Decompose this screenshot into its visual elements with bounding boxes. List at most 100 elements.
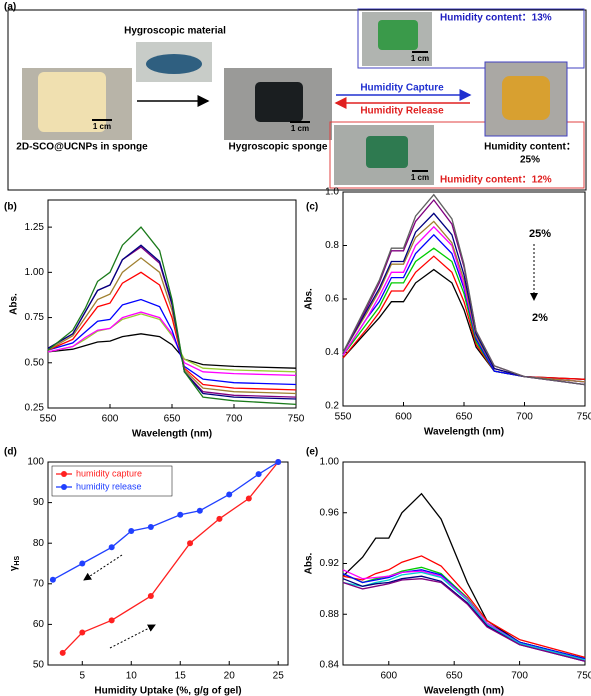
y-tick-label: 0.88 <box>320 609 340 620</box>
caption: Humidity Release <box>360 106 444 117</box>
series-line <box>47 298 297 386</box>
point <box>196 507 203 514</box>
point <box>79 560 86 567</box>
scale-label: 1 cm <box>291 124 309 133</box>
y-tick-label: 70 <box>33 578 45 589</box>
x-tick-label: 750 <box>288 414 305 425</box>
y-axis-label: γHS <box>9 556 21 572</box>
y-axis-label: Abs. <box>9 293 20 315</box>
caption: Humidity content：12% <box>440 175 552 186</box>
y-axis-label: Abs. <box>304 552 315 574</box>
x-tick-label: 15 <box>175 671 187 682</box>
sponge <box>255 82 303 122</box>
series-line <box>342 233 586 383</box>
y-tick-label: 0.6 <box>325 294 339 305</box>
series-line <box>342 575 586 662</box>
point <box>275 459 282 465</box>
series-line <box>62 461 279 654</box>
panel-frame <box>7 9 587 191</box>
y-tick-label: 0.4 <box>325 347 339 358</box>
series-line <box>52 461 279 581</box>
x-tick-label: 750 <box>577 671 591 682</box>
panel-label: (b) <box>4 202 17 213</box>
point <box>147 592 154 599</box>
series-line <box>342 555 586 659</box>
series-line <box>342 193 586 386</box>
y-tick-label: 100 <box>27 457 44 468</box>
series-line <box>342 225 586 383</box>
y-tick-label: 1.25 <box>25 222 45 233</box>
point <box>49 576 56 583</box>
series-line <box>47 271 297 391</box>
point <box>245 495 252 502</box>
y-tick-label: 1.00 <box>320 457 340 468</box>
point <box>108 617 115 624</box>
sponge <box>502 76 550 120</box>
y-tick-label: 50 <box>33 660 45 671</box>
point <box>147 523 154 530</box>
y-tick-label: 0.75 <box>25 312 45 323</box>
y-tick-label: 0.8 <box>325 240 339 251</box>
point <box>177 511 184 518</box>
y-tick-label: 80 <box>33 538 45 549</box>
caption: Humidity content：13% <box>440 13 552 24</box>
y-tick-label: 0.96 <box>320 507 340 518</box>
trend-arrow <box>109 624 156 649</box>
frame <box>329 121 585 189</box>
point <box>59 649 66 656</box>
annotation: 2% <box>532 312 548 324</box>
point <box>226 491 233 498</box>
legend-label: humidity capture <box>76 468 142 478</box>
y-tick-label: 60 <box>33 619 45 630</box>
x-tick-label: 550 <box>40 414 57 425</box>
x-axis-label: Wavelength (nm) <box>132 429 212 440</box>
x-tick-label: 600 <box>380 671 397 682</box>
scale-label: 1 cm <box>93 122 111 131</box>
panel-a: (a) Hygroscopic material 1 cm 2D-SCO@UCN… <box>4 2 587 191</box>
x-tick-label: 5 <box>80 671 86 682</box>
y-tick-label: 90 <box>33 497 45 508</box>
point <box>108 544 115 551</box>
x-axis-label: Humidity Uptake (%, g/g of gel) <box>94 686 241 696</box>
panel-label: (e) <box>306 447 318 458</box>
point <box>216 515 223 522</box>
point <box>128 528 135 535</box>
x-tick-label: 700 <box>226 414 243 425</box>
legend-marker <box>61 484 67 490</box>
series-line <box>342 566 586 660</box>
x-tick-label: 600 <box>102 414 119 425</box>
caption: 2D-SCO@UCNPs in sponge <box>16 142 148 153</box>
plot-frame <box>342 191 586 407</box>
sponge <box>38 72 106 132</box>
plot-frame <box>342 461 586 666</box>
series-line <box>342 212 586 386</box>
series-line <box>342 571 586 661</box>
y-tick-label: 0.84 <box>320 660 340 671</box>
y-tick-label: 0.92 <box>320 558 340 569</box>
x-tick-label: 600 <box>395 412 412 423</box>
series-line <box>47 244 297 400</box>
series-line <box>47 226 297 406</box>
y-tick-label: 0.25 <box>25 403 45 414</box>
x-tick-label: 25 <box>273 671 285 682</box>
y-tick-label: 0.50 <box>25 357 45 368</box>
series-line <box>47 257 297 395</box>
x-tick-label: 650 <box>446 671 463 682</box>
caption: 25% <box>520 155 540 166</box>
sponge <box>366 136 408 168</box>
series-line <box>342 578 586 662</box>
x-tick-label: 700 <box>516 412 533 423</box>
x-tick-label: 750 <box>577 412 591 423</box>
panel-label: (c) <box>306 202 318 213</box>
sponge <box>378 20 418 50</box>
trend-arrow <box>83 554 123 581</box>
legend-marker <box>61 471 67 477</box>
y-tick-label: 1.00 <box>25 267 45 278</box>
annotation: 25% <box>529 228 551 240</box>
scale-label: 1 cm <box>411 54 429 63</box>
x-tick-label: 650 <box>456 412 473 423</box>
y-tick-label: 0.2 <box>325 401 339 412</box>
x-tick-label: 10 <box>126 671 138 682</box>
y-axis-label-sub: HS <box>14 556 21 566</box>
y-axis-label: Abs. <box>304 288 315 310</box>
